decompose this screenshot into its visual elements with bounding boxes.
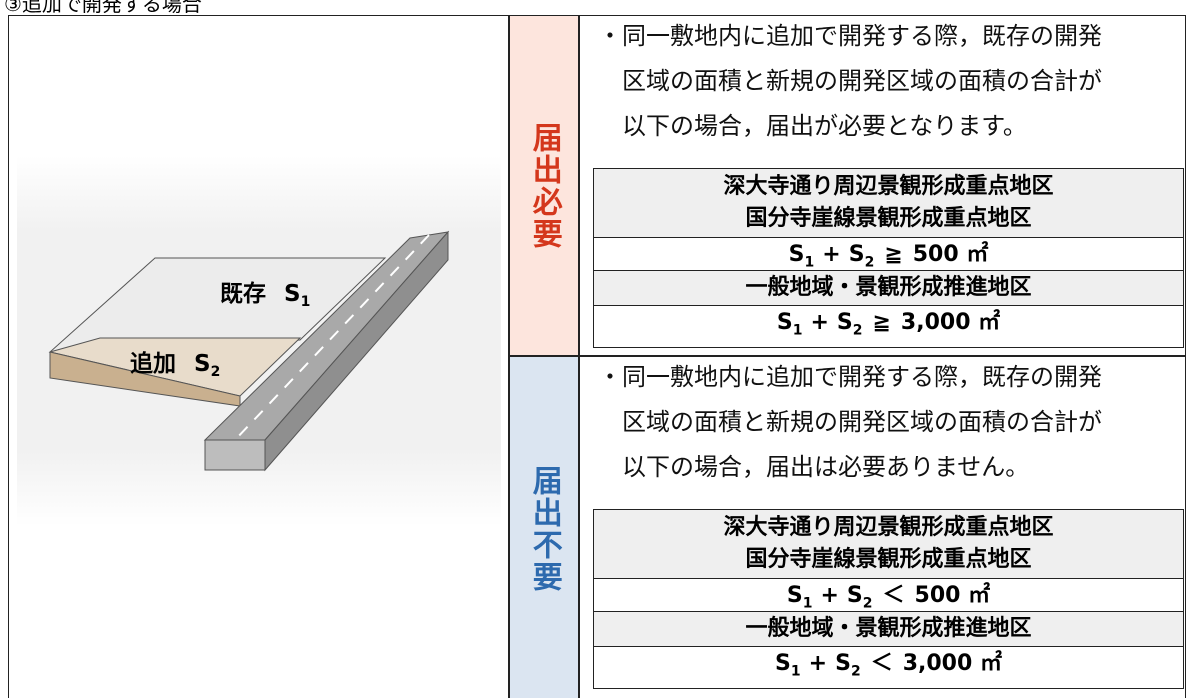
criteria-header-line: 一般地域・景観形成推進地区: [745, 275, 1032, 300]
formula-operator: +: [808, 651, 828, 676]
formula-amount: 500 ㎡: [914, 583, 991, 608]
page-header: ③追加で開発する場合: [4, 0, 202, 16]
formula-amount: 3,000 ㎡: [902, 651, 1002, 676]
formula-sub: 1: [804, 254, 815, 271]
description-line: 区域の面積と新規の開発区域の面積の合計が: [622, 67, 1102, 95]
formula-amount: 3,000 ㎡: [900, 310, 1001, 335]
status-cell: 届出不要: [509, 357, 578, 698]
formula-symbol: S: [776, 310, 793, 335]
label-symbol: S: [194, 351, 211, 377]
formula-operator: +: [820, 583, 839, 608]
label-text: 既存: [220, 280, 266, 307]
criteria-header: 一般地域・景観形成推進地区: [594, 612, 1183, 646]
criteria-formula: S1 + S2 ＜ 500 ㎡: [594, 578, 1183, 620]
status-label: 届出必要: [526, 121, 562, 250]
formula-sub: 1: [790, 663, 801, 680]
criteria-header-line: 深大寺通り周辺景観形成重点地区: [723, 515, 1054, 540]
description-line: 以下の場合，届出が必要となります。: [622, 112, 1027, 140]
criteria-formula: S1 + S2 ≧ 3,000 ㎡: [594, 305, 1183, 347]
formula-relation: ＜: [870, 651, 893, 676]
formula-operator: +: [822, 242, 841, 267]
formula-sub: 1: [792, 322, 803, 339]
criteria-box: 一般地域・景観形成推進地区 S1 + S2 ≧ 3,000 ㎡: [593, 270, 1184, 349]
criteria-header: 深大寺通り周辺景観形成重点地区 国分寺崖線景観形成重点地区: [594, 169, 1183, 237]
criteria-formula: S1 + S2 ＜ 3,000 ㎡: [594, 646, 1183, 688]
divider: [508, 15, 510, 698]
label-symbol: S: [284, 281, 301, 307]
formula-operator: +: [810, 310, 829, 335]
formula-amount: 500 ㎡: [912, 242, 989, 267]
divider: [508, 355, 1186, 357]
label-sub: 1: [301, 294, 311, 310]
criteria-header: 一般地域・景観形成推進地区: [594, 271, 1183, 305]
formula-sub: 2: [850, 663, 861, 680]
label-text: 追加: [130, 350, 176, 377]
criteria-formula: S1 + S2 ≧ 500 ㎡: [594, 237, 1183, 279]
description-line: ・同一敷地内に追加で開発する際，既存の開発: [598, 363, 1102, 391]
formula-symbol: S: [846, 583, 863, 608]
formula-symbol: S: [835, 651, 851, 676]
frame: [8, 15, 1186, 698]
formula-sub: 2: [862, 595, 873, 612]
description-line: ・同一敷地内に追加で開発する際，既存の開発: [598, 22, 1102, 50]
formula-symbol: S: [788, 242, 805, 267]
status-label: 届出不要: [526, 464, 562, 593]
existing-area: [48, 257, 387, 353]
description-line: 区域の面積と新規の開発区域の面積の合計が: [622, 408, 1102, 436]
road-side: [264, 230, 449, 472]
criteria-box: 一般地域・景観形成推進地区 S1 + S2 ＜ 3,000 ㎡: [593, 611, 1184, 690]
existing-label: 既存 S1: [220, 280, 310, 310]
formula-symbol: S: [836, 310, 853, 335]
criteria-header-line: 国分寺崖線景観形成重点地区: [745, 547, 1032, 572]
status-cell: 届出必要: [509, 16, 578, 355]
road-line: [234, 234, 430, 441]
formula-relation: ≧: [872, 310, 891, 335]
formula-symbol: S: [775, 651, 791, 676]
formula-sub: 2: [852, 322, 863, 339]
formula-symbol: S: [848, 242, 865, 267]
criteria-header-line: 深大寺通り周辺景観形成重点地区: [723, 174, 1054, 199]
formula-relation: ＜: [882, 583, 905, 608]
formula-symbol: S: [786, 583, 803, 608]
road-front: [204, 439, 266, 471]
divider: [578, 15, 580, 698]
description-line: 以下の場合，届出は必要ありません。: [622, 453, 1030, 481]
formula-relation: ≧: [884, 242, 903, 267]
criteria-box: 深大寺通り周辺景観形成重点地区 国分寺崖線景観形成重点地区 S1 + S2 ≧ 500 ㎡: [593, 168, 1184, 281]
illustration: 既存 S1 追加 S2: [17, 156, 501, 526]
criteria-header: 深大寺通り周辺景観形成重点地区 国分寺崖線景観形成重点地区: [594, 510, 1183, 578]
criteria-header-line: 一般地域・景観形成推進地区: [745, 616, 1032, 641]
formula-sub: 1: [802, 595, 813, 612]
criteria-box: 深大寺通り周辺景観形成重点地区 国分寺崖線景観形成重点地区 S1 + S2 ＜ 500 ㎡: [593, 509, 1184, 622]
added-label: 追加 S2: [130, 350, 220, 380]
formula-sub: 2: [864, 254, 875, 271]
label-sub: 2: [211, 364, 221, 380]
criteria-header-line: 国分寺崖線景観形成重点地区: [745, 206, 1032, 231]
